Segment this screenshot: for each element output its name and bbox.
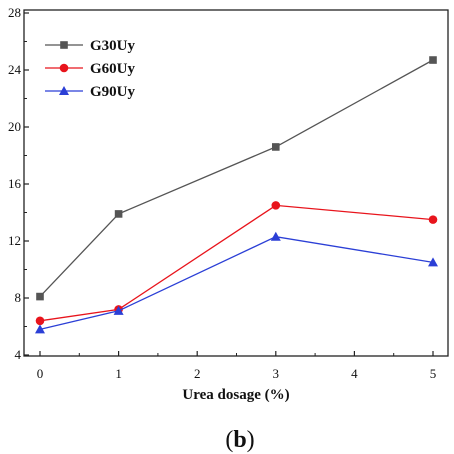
series-layer bbox=[35, 56, 438, 334]
y-tick-label: 28 bbox=[8, 5, 21, 20]
series-line bbox=[39, 59, 434, 298]
series-line bbox=[39, 236, 434, 331]
data-point bbox=[428, 257, 438, 267]
legend-label: G90Uy bbox=[90, 84, 136, 100]
data-point bbox=[36, 292, 44, 301]
x-axis: 0 1 2 3 4 5 bbox=[37, 351, 437, 381]
legend-item: G90Uy bbox=[45, 84, 136, 100]
series-line bbox=[39, 204, 434, 322]
legend-item: G60Uy bbox=[45, 61, 136, 77]
x-tick-label: 0 bbox=[37, 366, 44, 381]
x-tick-label: 2 bbox=[194, 366, 201, 381]
series-G90Uy bbox=[35, 231, 438, 334]
data-point bbox=[114, 210, 123, 218]
series-G30Uy bbox=[36, 56, 437, 301]
x-tick-label: 4 bbox=[351, 366, 358, 381]
y-tick-label: 12 bbox=[8, 233, 21, 248]
caption-open-paren: ( bbox=[225, 427, 233, 453]
data-point bbox=[35, 316, 45, 326]
x-axis-title: Urea dosage (%) bbox=[182, 387, 289, 403]
legend-item: G30Uy bbox=[45, 38, 136, 54]
y-tick-label: 24 bbox=[8, 62, 22, 77]
figure-caption: (b) bbox=[225, 427, 254, 453]
x-tick-label: 5 bbox=[430, 366, 437, 381]
y-tick-label: 20 bbox=[8, 119, 21, 134]
x-tick-label: 1 bbox=[115, 366, 122, 381]
plot-frame bbox=[23, 9, 449, 357]
y-tick-label: 4 bbox=[15, 347, 22, 362]
legend-label: G60Uy bbox=[90, 61, 136, 77]
y-tick-label: 8 bbox=[15, 290, 22, 305]
y-axis: 4 8 12 16 20 24 28 bbox=[8, 5, 29, 362]
y-tick-label: 16 bbox=[8, 176, 22, 191]
data-point bbox=[270, 231, 281, 241]
data-point bbox=[429, 56, 437, 64]
data-point bbox=[35, 324, 45, 334]
legend-marker bbox=[59, 63, 69, 73]
data-point bbox=[428, 215, 438, 224]
data-point bbox=[113, 305, 124, 315]
series-G60Uy bbox=[35, 201, 438, 326]
caption-close-paren: ) bbox=[247, 427, 255, 453]
legend-marker bbox=[60, 41, 68, 49]
data-point bbox=[272, 143, 280, 151]
legend: G30Uy G60Uy G90Uy bbox=[45, 38, 136, 100]
legend-marker bbox=[59, 86, 69, 95]
x-tick-label: 3 bbox=[273, 366, 280, 381]
caption-letter: b bbox=[233, 427, 246, 453]
legend-label: G30Uy bbox=[90, 38, 136, 54]
data-point bbox=[271, 201, 281, 210]
